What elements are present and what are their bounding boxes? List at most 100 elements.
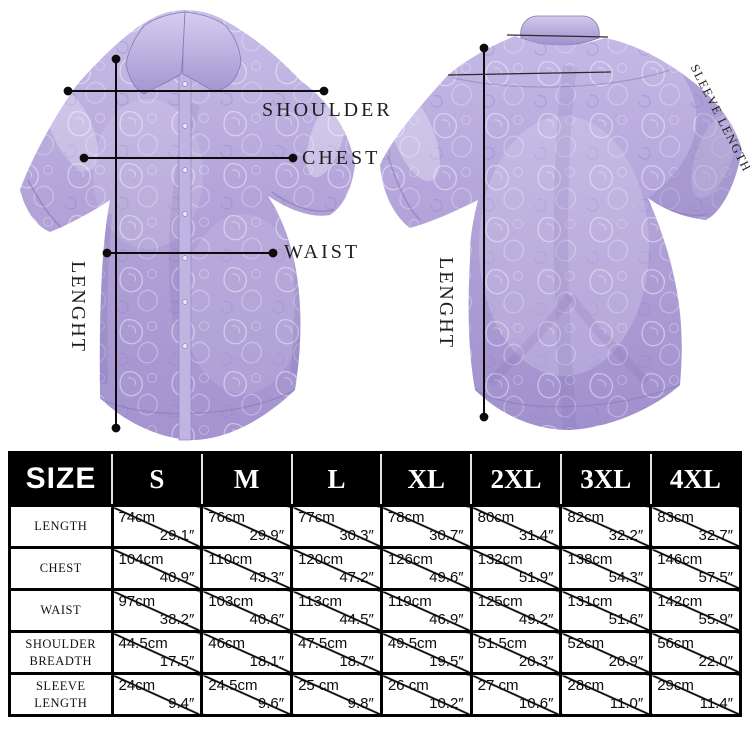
inch-value: 11.0″ <box>609 695 644 712</box>
measurement-cell: 56cm 22.0″ <box>649 630 742 675</box>
inch-value: 57.5″ <box>698 569 733 586</box>
inch-value: 10.2″ <box>429 695 464 712</box>
cm-value: 97cm <box>118 593 156 610</box>
row-label: SHOULDER BREADTH <box>8 630 114 675</box>
table-row: SLEEVE LENGTH 24cm 9.4″ 24.5cm 9.6″ 25 cm 9.8″… <box>8 672 742 717</box>
cm-value: 27 cm <box>477 677 519 694</box>
measurement-cell: 146cm 57.5″ <box>649 546 742 591</box>
size-column-4xl: 4XL <box>649 451 742 507</box>
inch-value: 55.9″ <box>698 611 733 628</box>
size-column-s: S <box>111 451 203 507</box>
cm-value: 126cm <box>387 551 433 568</box>
measurement-cell: 47.5cm 18.7″ <box>290 630 383 675</box>
inch-value: 30.7″ <box>429 527 464 544</box>
product-measurement-diagram: SHOULDER CHEST WAIST LENGHT LENGHT SLEEV… <box>20 10 750 441</box>
inch-value: 31.4″ <box>518 527 554 544</box>
inch-value: 19.5″ <box>429 653 464 670</box>
cm-value: 146cm <box>657 551 703 568</box>
cm-value: 52cm <box>567 635 605 652</box>
shoulder-label: SHOULDER <box>262 99 393 121</box>
measurement-cell: 26 cm 10.2″ <box>379 672 473 717</box>
size-column-xl: XL <box>380 451 473 507</box>
chest-label: CHEST <box>302 147 381 169</box>
cm-value: 29cm <box>657 677 694 694</box>
size-column-2xl: 2XL <box>470 451 562 507</box>
waist-label: WAIST <box>284 241 361 263</box>
measurement-cell: 78cm 30.7″ <box>379 504 473 549</box>
measurement-cell: 125cm 49.2″ <box>469 588 563 633</box>
measurement-cell: 82cm 32.2″ <box>559 504 653 549</box>
inch-value: 30.3″ <box>339 527 374 544</box>
measurement-cell: 24.5cm 9.6″ <box>200 672 294 717</box>
cm-value: 51.5cm <box>477 635 527 652</box>
inch-value: 51.6″ <box>608 611 644 628</box>
back-shirt-illustration <box>380 15 742 430</box>
measurement-cell: 74cm 29.1″ <box>110 504 204 549</box>
measurement-cell: 27 cm 10.6″ <box>469 672 563 717</box>
measurement-cell: 103cm 40.6″ <box>200 588 294 633</box>
table-row: CHEST 104cm 40.9″ 110cm 43.3″ 120cm 47.2″ 126cm… <box>8 546 742 591</box>
cm-value: 24cm <box>118 677 156 694</box>
inch-value: 43.3″ <box>249 569 285 586</box>
cm-value: 26 cm <box>387 677 429 694</box>
inch-value: 20.9″ <box>608 653 644 670</box>
measurement-cell: 110cm 43.3″ <box>200 546 294 591</box>
measurement-cell: 97cm 38.2″ <box>110 588 204 633</box>
inch-value: 29.1″ <box>159 527 195 544</box>
front-collar <box>125 11 242 95</box>
length-back-label: LENGHT <box>435 257 457 349</box>
measurement-cell: 76cm 29.9″ <box>200 504 294 549</box>
table-row: SHOULDER BREADTH 44.5cm 17.5″ 46cm 18.1″ 47.5… <box>8 630 742 675</box>
measurement-cell: 83cm 32.7″ <box>649 504 742 549</box>
row-label: SLEEVE LENGTH <box>8 672 114 717</box>
measurement-cell: 51.5cm 20.3″ <box>469 630 563 675</box>
measurement-cell: 132cm 51.9″ <box>469 546 563 591</box>
cm-value: 77cm <box>298 509 335 526</box>
cm-value: 120cm <box>298 551 344 568</box>
inch-value: 18.1″ <box>249 653 285 670</box>
inch-value: 20.3″ <box>518 653 554 670</box>
row-label: LENGTH <box>8 504 114 549</box>
cm-value: 80cm <box>477 509 515 526</box>
size-column-3xl: 3XL <box>559 451 652 507</box>
measurement-cell: 104cm 40.9″ <box>110 546 204 591</box>
inch-value: 32.7″ <box>698 527 733 544</box>
measurement-cell: 113cm 44.5″ <box>290 588 383 633</box>
measurement-cell: 24cm 9.4″ <box>110 672 204 717</box>
length-front-label: LENGHT <box>67 261 89 353</box>
cm-value: 103cm <box>208 593 254 610</box>
measurement-cell: 126cm 49.6″ <box>379 546 473 591</box>
inch-value: 17.5″ <box>159 653 195 670</box>
inch-value: 29.9″ <box>249 527 285 544</box>
size-chart-body: LENGTH 74cm 29.1″ 76cm 29.9″ 77cm 30.3″ 78cm 30.… <box>8 504 742 717</box>
size-chart-header: SIZE S M L XL 2XL 3XL 4XL <box>8 451 742 507</box>
inch-value: 38.2″ <box>159 611 195 628</box>
measurement-cell: 44.5cm 17.5″ <box>110 630 204 675</box>
cm-value: 138cm <box>567 551 613 568</box>
cm-value: 56cm <box>657 635 694 652</box>
inch-value: 49.2″ <box>518 611 554 628</box>
inch-value: 9.4″ <box>168 695 195 712</box>
size-table-title: SIZE <box>8 451 113 507</box>
inch-value: 40.6″ <box>249 611 285 628</box>
inch-value: 10.6″ <box>518 695 554 712</box>
cm-value: 28cm <box>567 677 605 694</box>
measurement-cell: 131cm 51.6″ <box>559 588 653 633</box>
inch-value: 49.6″ <box>429 569 464 586</box>
measurement-cell: 49.5cm 19.5″ <box>379 630 473 675</box>
cm-value: 104cm <box>118 551 164 568</box>
measurement-cell: 138cm 54.3″ <box>559 546 653 591</box>
row-label: WAIST <box>8 588 114 633</box>
inch-value: 54.3″ <box>608 569 644 586</box>
inch-value: 47.2″ <box>339 569 374 586</box>
measurement-cell: 80cm 31.4″ <box>469 504 563 549</box>
cm-value: 24.5cm <box>208 677 258 694</box>
inch-value: 44.5″ <box>339 611 374 628</box>
cm-value: 25 cm <box>298 677 339 694</box>
inch-value: 11.4″ <box>699 695 733 712</box>
measurement-cell: 77cm 30.3″ <box>290 504 383 549</box>
measurement-cell: 29cm 11.4″ <box>649 672 742 717</box>
measurement-cell: 46cm 18.1″ <box>200 630 294 675</box>
table-row: LENGTH 74cm 29.1″ 76cm 29.9″ 77cm 30.3″ 78cm 30.… <box>8 504 742 549</box>
measurement-cell: 52cm 20.9″ <box>559 630 653 675</box>
